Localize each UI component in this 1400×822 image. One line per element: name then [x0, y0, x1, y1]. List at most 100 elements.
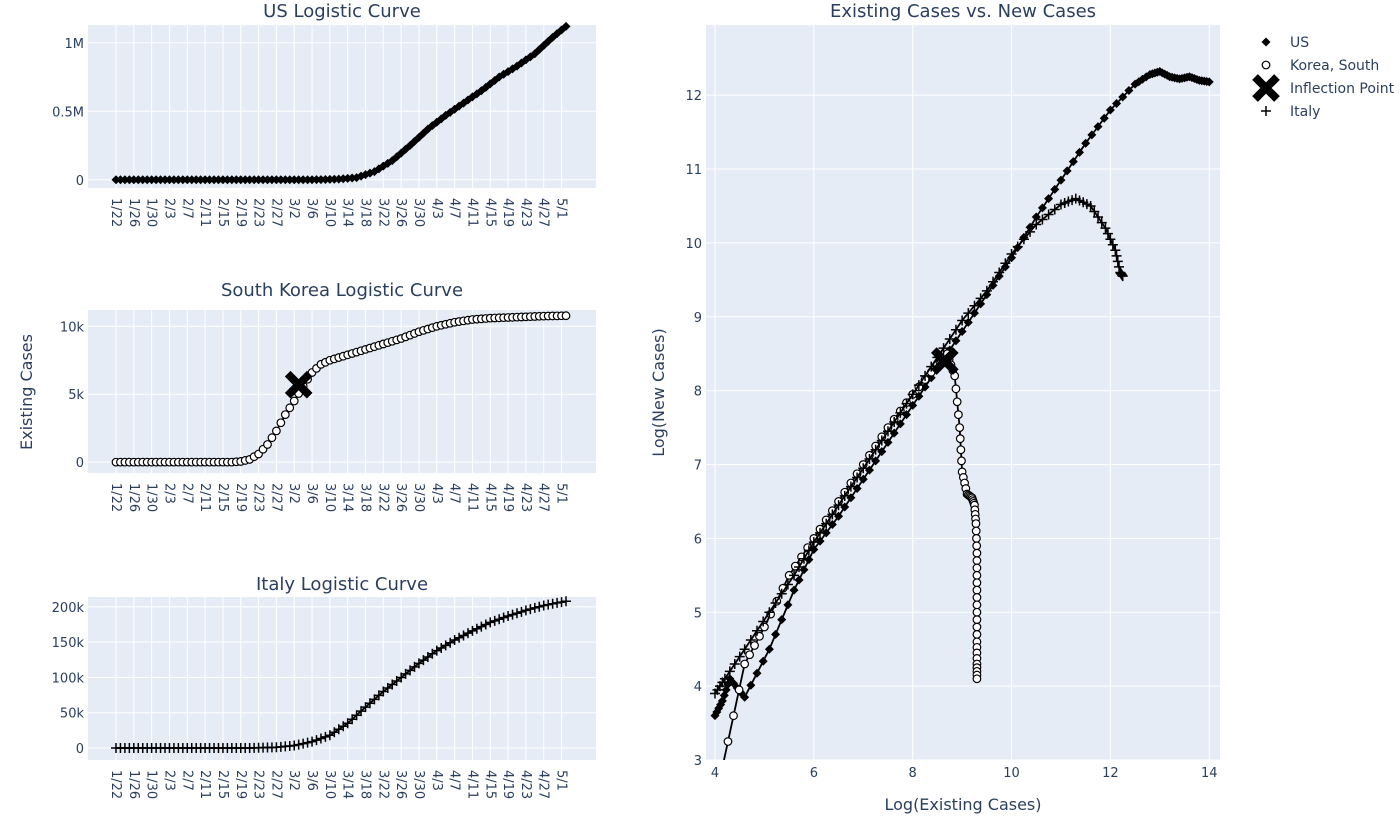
data-point	[529, 602, 540, 613]
data-point	[471, 623, 482, 634]
legend-label: Korea, South	[1290, 58, 1379, 74]
data-point	[1102, 228, 1113, 239]
x-tick-label: 1/22	[108, 198, 123, 227]
data-point	[289, 396, 299, 406]
data-point	[972, 548, 982, 558]
x-tick-label: 2/15	[215, 198, 230, 227]
x-tick-label: 3/18	[358, 483, 373, 512]
markers-italy	[111, 596, 571, 754]
x-tick-label: 2/11	[197, 483, 212, 512]
panel-us: 1/22 1/26 1/30 2/3 2/7 2/11 2/15 2/19 2/23 2/27 3/…	[52, 1, 596, 227]
data-point	[972, 600, 982, 610]
x-tick-label: 4/15	[482, 483, 497, 512]
x-tick-label: 2/7	[179, 198, 194, 219]
data-point	[864, 453, 875, 464]
y-tick-label: 4	[694, 680, 702, 695]
data-point	[538, 600, 549, 611]
x-tick-label: 4/27	[536, 198, 551, 227]
data-point	[724, 666, 735, 677]
data-point	[556, 597, 567, 608]
x-tick-label: 4/7	[447, 198, 462, 219]
panel-italy: 1/22 1/26 1/30 2/3 2/7 2/11 2/15 2/19 2/23 2/27 3/…	[52, 574, 596, 799]
x-tick-label: 1/22	[108, 483, 123, 512]
y-tick-label: 3	[694, 754, 702, 769]
x-tick-label: 3/6	[304, 770, 319, 791]
data-point	[534, 45, 544, 55]
data-point	[1037, 203, 1047, 213]
data-point	[1068, 157, 1078, 167]
legend-label: US	[1290, 35, 1309, 51]
data-point	[901, 398, 912, 409]
x-tick-label: 4/3	[429, 198, 444, 219]
data-point	[783, 600, 793, 610]
x-tick-label: 3/6	[304, 483, 319, 504]
data-point	[972, 607, 982, 617]
x-tick-label: 8	[909, 766, 917, 781]
data-point	[423, 124, 433, 134]
x-tick-label: 3/22	[375, 770, 390, 799]
x-tick-label: 2/3	[161, 770, 176, 791]
data-point	[739, 644, 750, 655]
data-point	[981, 285, 992, 296]
data-point	[307, 736, 318, 747]
x-tick-label: 2/27	[268, 483, 283, 512]
data-point	[525, 604, 536, 615]
data-point	[285, 403, 295, 413]
data-point	[1089, 206, 1100, 217]
inflection-point-marker	[284, 370, 313, 399]
x-axis-title: Log(Existing Cases)	[884, 795, 1041, 814]
y-tick-label: 50k	[60, 707, 85, 722]
y-tick-label: 1M	[65, 37, 85, 52]
data-point	[552, 29, 562, 39]
x-tick-label: 2/23	[251, 198, 266, 227]
data-point	[969, 300, 980, 311]
data-point	[858, 463, 869, 474]
data-point	[1114, 261, 1125, 272]
data-point	[267, 433, 277, 443]
data-point	[839, 490, 850, 501]
y-tick-label: 5k	[68, 388, 84, 403]
data-point	[1105, 105, 1115, 115]
x-tick-label: 4/23	[518, 198, 533, 227]
x-tick-label: 3/30	[411, 198, 426, 227]
x-tick-label: 4/23	[518, 483, 533, 512]
markers-us	[111, 21, 571, 185]
x-tick-label: 3/26	[393, 483, 408, 512]
x-tick-label: 2/27	[268, 770, 283, 799]
data-point	[808, 537, 819, 548]
x-tick-label: 1/22	[108, 770, 123, 799]
data-point	[771, 629, 781, 639]
data-point	[719, 764, 727, 772]
x-tick-label: 3/14	[340, 198, 355, 227]
data-point	[520, 605, 531, 616]
data-point	[1117, 271, 1128, 282]
y-tick-label: 0	[76, 174, 84, 189]
x-tick-label: 4/11	[464, 770, 479, 799]
data-point	[972, 556, 982, 565]
x-tick-label: 3/26	[393, 770, 408, 799]
x-tick-label: 2/11	[197, 198, 212, 227]
data-point	[1124, 86, 1134, 96]
data-point	[729, 658, 740, 669]
data-point	[815, 527, 826, 538]
x-tick-label: 4/27	[536, 770, 551, 799]
data-point	[1018, 234, 1029, 245]
x-tick-label: 1/26	[126, 483, 141, 512]
data-point	[895, 407, 906, 418]
legend: US Korea, South Inflection Point Italy	[1252, 35, 1395, 120]
x-tick-label: 2/23	[251, 770, 266, 799]
x-tick-label: 3/30	[411, 770, 426, 799]
x-tick-label: 4/11	[464, 483, 479, 512]
x-tick-label: 1/26	[126, 770, 141, 799]
x-tick-label: 3/2	[286, 483, 301, 504]
x-tick-label: 1/26	[126, 198, 141, 227]
legend-label: Italy	[1290, 104, 1320, 120]
data-point	[776, 588, 787, 599]
data-point	[507, 609, 518, 620]
x-tick-label: 4/7	[447, 483, 462, 504]
data-point	[1025, 226, 1036, 237]
data-point	[271, 426, 281, 436]
data-point	[913, 380, 924, 391]
x-tick-label: 3/14	[340, 483, 355, 512]
